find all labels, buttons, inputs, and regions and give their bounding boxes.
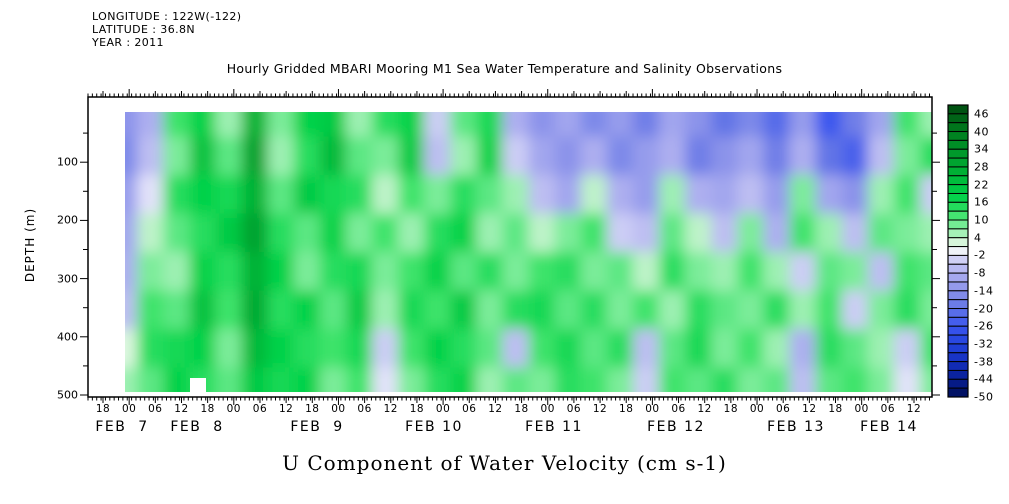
latitude-label: LATITUDE : 36.8N (92, 23, 196, 36)
x-axis-hour-tick-label: 00 (645, 403, 660, 415)
x-axis-hour-tick-label: 18 (200, 403, 215, 415)
x-axis-hour-tick-label: 18 (409, 403, 425, 415)
x-axis-hour-tick-label: 12 (802, 403, 817, 415)
colorbar (947, 104, 969, 398)
x-axis-hour-tick-label: 00 (121, 403, 137, 415)
heatmap-cells (125, 112, 932, 392)
x-axis-hour-tick-label: 18 (95, 403, 111, 415)
x-axis-date-label: FEB 9 (290, 419, 344, 435)
x-axis-date-label: FEB 11 (525, 419, 583, 435)
year-label: YEAR : 2011 (92, 36, 164, 49)
x-axis-date-label: FEB 14 (860, 419, 918, 435)
x-axis-hour-tick-label: 00 (854, 403, 869, 415)
x-axis-hour-tick-label: 00 (540, 403, 555, 415)
colorbar-tick-label: -2 (974, 248, 986, 262)
x-axis-date-label: FEB 13 (767, 419, 825, 435)
x-axis-date-label: FEB 8 (170, 419, 224, 435)
colorbar-tick-label: -38 (974, 355, 994, 369)
colorbar-tick-label: -8 (974, 266, 986, 280)
x-axis-hour-tick-label: 12 (278, 403, 294, 415)
x-axis-hour-tick-label: 12 (592, 403, 608, 415)
missing-data-gap (190, 378, 206, 392)
colorbar-tick-label: 22 (974, 178, 989, 192)
x-axis-date-label: FEB 7 (95, 419, 149, 435)
x-axis-hour-tick-label: 06 (775, 403, 791, 415)
plot-axes (80, 89, 940, 405)
colorbar-tick-label: 40 (974, 125, 989, 139)
plot-title: Hourly Gridded MBARI Mooring M1 Sea Wate… (226, 61, 783, 76)
x-axis-hour-tick-label: 18 (514, 403, 529, 415)
x-axis-date-label: FEB 12 (647, 419, 705, 435)
x-axis-hour-tick-label: 12 (906, 403, 922, 415)
x-axis-hour-tick-label: 12 (383, 403, 398, 415)
colorbar-tick-label: -32 (974, 337, 994, 351)
x-axis-hour-tick-label: 18 (828, 403, 843, 415)
colorbar-tick-label: 4 (974, 231, 982, 245)
x-axis-hour-tick-label: 18 (723, 403, 739, 415)
y-axis-depth-tick-label: 300 (57, 272, 78, 286)
x-axis-date-label: FEB 10 (405, 419, 463, 435)
x-axis-hour-tick-label: 06 (357, 403, 372, 415)
colorbar-tick-label: 34 (974, 142, 989, 156)
colorbar-tick-label: -20 (974, 302, 994, 315)
x-axis-hour-tick-label: 00 (226, 403, 241, 415)
colorbar-tick-label: 16 (974, 195, 989, 209)
longitude-label: LONGITUDE : 122W(-122) (92, 10, 242, 23)
colorbar-tick-label: 10 (974, 213, 989, 227)
x-axis-hour-tick-label: 00 (749, 403, 765, 415)
y-axis-depth-tick-label: 200 (57, 213, 78, 227)
colorbar-tick-label: -14 (974, 284, 994, 298)
x-axis-hour-tick-label: 06 (252, 403, 268, 415)
x-axis-hour-tick-label: 06 (671, 403, 686, 415)
y-axis-depth-tick-label: 500 (57, 388, 78, 402)
x-axis-hour-tick-label: 12 (488, 403, 503, 415)
x-axis-hour-tick-label: 12 (697, 403, 712, 415)
y-axis-depth-tick-label: 100 (57, 155, 78, 169)
x-axis-hour-tick-label: 06 (148, 403, 163, 415)
colorbar-tick-label: 46 (974, 107, 989, 121)
x-axis-hour-tick-label: 18 (305, 403, 320, 415)
x-axis-hour-tick-label: 12 (174, 403, 189, 415)
colorbar-tick-label: 28 (974, 160, 989, 174)
x-axis-hour-tick-label: 06 (462, 403, 477, 415)
colorbar-tick-label: -26 (974, 319, 994, 333)
x-axis-hour-tick-label: 06 (880, 403, 896, 415)
x-axis-hour-tick-label: 06 (566, 403, 582, 415)
heatmap-field (125, 112, 932, 392)
x-axis-hour-tick-label: 18 (619, 403, 634, 415)
x-axis-hour-tick-label: 00 (331, 403, 346, 415)
x-axis-variable-title: U Component of Water Velocity (cm s-1) (282, 451, 727, 475)
y-axis-depth-tick-label: 400 (57, 330, 78, 344)
plot-box (87, 96, 933, 398)
colorbar-tick-label: -44 (974, 372, 994, 386)
colorbar-tick-label: -50 (974, 390, 994, 404)
x-axis-hour-tick-label: 00 (435, 403, 451, 415)
